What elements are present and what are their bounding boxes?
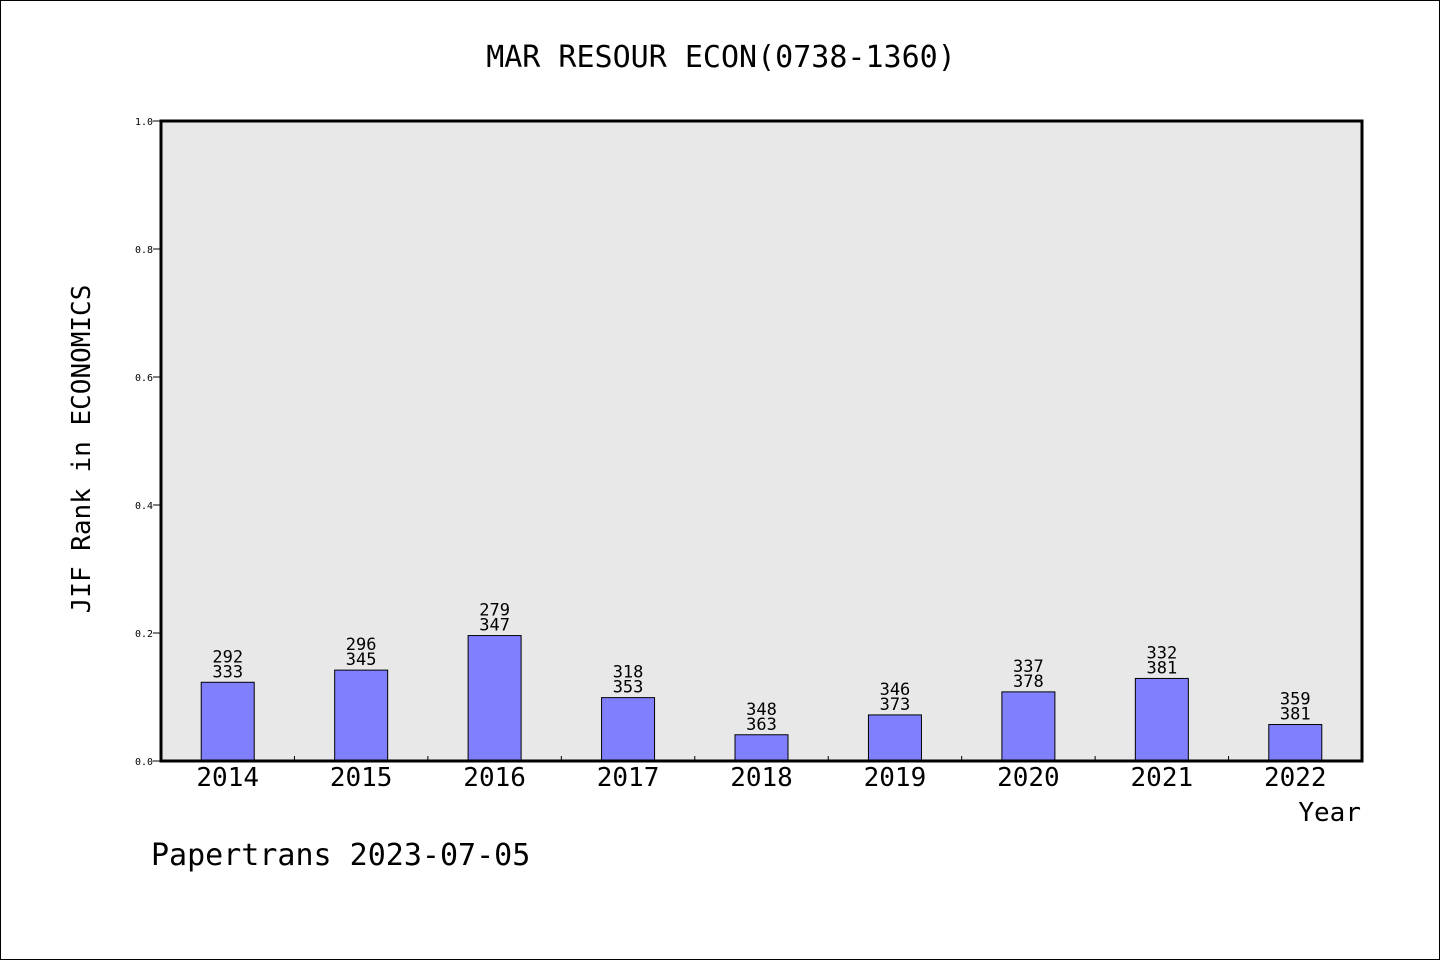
bar-2018 xyxy=(734,734,789,762)
bar-label-top: 348 xyxy=(746,700,777,720)
y-tick-label: 0.4 xyxy=(135,501,153,512)
y-tick-label: 1.0 xyxy=(135,117,153,128)
bar-label-bottom: 378 xyxy=(1013,672,1044,692)
bar-2020 xyxy=(1001,691,1056,762)
bar-label-top: 318 xyxy=(613,663,644,683)
x-tick-label: 2015 xyxy=(330,763,393,793)
chart-title: MAR RESOUR ECON(0738-1360) xyxy=(486,40,956,75)
bar-label-top: 292 xyxy=(212,647,243,667)
y-tick-label: 0.8 xyxy=(135,245,153,256)
bar-2019 xyxy=(867,714,922,762)
bar-2021 xyxy=(1134,677,1189,762)
bar-label-bottom: 345 xyxy=(346,650,377,670)
bar-label-top: 296 xyxy=(346,635,377,655)
bar-label-bottom: 347 xyxy=(479,616,510,636)
x-tick-label: 2020 xyxy=(997,763,1060,793)
bar-2015 xyxy=(334,669,389,762)
x-tick-label: 2021 xyxy=(1131,763,1194,793)
plot-area xyxy=(161,121,1362,761)
x-axis-label: Year xyxy=(1298,798,1361,828)
y-axis-ticks: 0.0 0.2 0.4 0.6 0.8 1.0 xyxy=(135,117,161,768)
bar-2016 xyxy=(467,635,522,762)
bar-label-top: 346 xyxy=(880,680,911,700)
bar-label-bottom: 333 xyxy=(212,662,243,682)
bar-label-bottom: 373 xyxy=(880,695,911,715)
bar-label-top: 279 xyxy=(479,601,510,621)
x-tick-label: 2017 xyxy=(597,763,660,793)
x-tick-label: 2016 xyxy=(463,763,526,793)
bar-label-top: 337 xyxy=(1013,657,1044,677)
x-axis-ticks: 2014 2015 2016 2017 2018 2019 2020 2021 2022 xyxy=(196,756,1327,793)
bar-label-top: 332 xyxy=(1146,643,1177,663)
x-tick-label: 2018 xyxy=(730,763,793,793)
plot-border xyxy=(159,119,1364,763)
bar-label-bottom: 353 xyxy=(613,678,644,698)
bar-label-bottom: 363 xyxy=(746,715,777,735)
bar-label-bottom: 381 xyxy=(1146,658,1177,678)
bar-2014 xyxy=(200,681,255,762)
bars-group: 2923332963452793473183533483633463733373… xyxy=(200,601,1323,762)
y-axis-label: JIF Rank in ECONOMICS xyxy=(67,285,97,614)
x-tick-label: 2022 xyxy=(1264,763,1327,793)
y-tick-label: 0.2 xyxy=(135,629,153,640)
bar-2022 xyxy=(1268,724,1323,762)
footer-watermark: Papertrans 2023-07-05 xyxy=(151,838,530,873)
bar-label-top: 359 xyxy=(1280,690,1311,710)
bar-2017 xyxy=(601,697,656,762)
y-tick-label: 0.6 xyxy=(135,373,153,384)
bar-label-bottom: 381 xyxy=(1280,705,1311,725)
x-tick-label: 2019 xyxy=(864,763,927,793)
y-tick-label: 0.0 xyxy=(135,757,153,768)
x-tick-label: 2014 xyxy=(196,763,259,793)
